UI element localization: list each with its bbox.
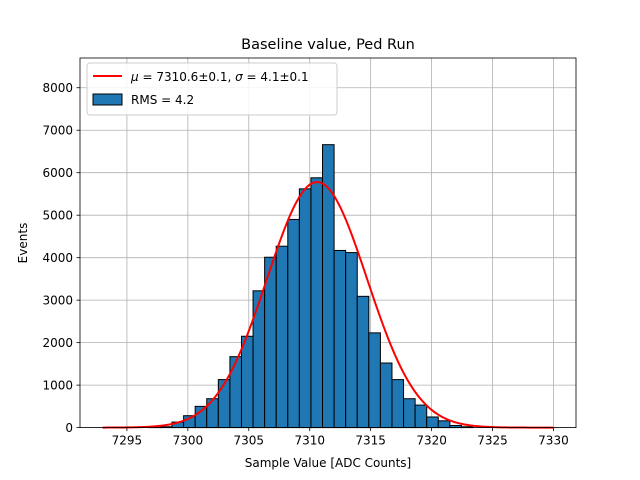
histogram-bars (148, 144, 474, 429)
histogram-bar (298, 188, 312, 429)
y-axis-label: Events (16, 223, 30, 264)
y-tick-label: 0 (65, 421, 73, 435)
histogram-bar (368, 332, 381, 429)
x-axis-label: Sample Value [ADC Counts] (245, 456, 411, 470)
chart-title: Baseline value, Ped Run (241, 37, 415, 53)
x-tick-label: 7300 (173, 434, 204, 448)
gaussian-fit-curve (102, 181, 554, 429)
x-axis-ticks: 7295 7300 7305 7310 7315 7320 7325 7330 (112, 427, 569, 448)
histogram-bar (414, 404, 428, 429)
histogram-bar (356, 295, 370, 429)
histogram-bar (403, 398, 416, 429)
histogram-bar (287, 218, 300, 429)
histogram-bar (437, 420, 451, 429)
x-tick-label: 7330 (538, 434, 569, 448)
histogram-bar (345, 252, 358, 429)
legend-mu-value: = 7310.6±0.1, (139, 70, 235, 84)
legend-box (86, 62, 338, 116)
x-tick-label: 7320 (416, 434, 447, 448)
histogram-bar (229, 356, 242, 429)
histogram-bar (379, 362, 393, 429)
histogram-bar (426, 416, 439, 429)
y-tick-label: 8000 (42, 81, 73, 95)
legend-sigma-symbol: σ (235, 70, 243, 84)
y-tick-label: 2000 (42, 336, 73, 350)
histogram-bar (310, 177, 324, 429)
legend-histogram-label: RMS = 4.2 (131, 93, 194, 107)
legend-mu-symbol: μ (130, 70, 139, 84)
histogram-bar (252, 290, 266, 429)
x-tick-label: 7325 (477, 434, 508, 448)
x-tick-label: 7295 (112, 434, 143, 448)
histogram-bar (217, 379, 231, 429)
y-tick-label: 1000 (42, 378, 73, 392)
y-tick-label: 5000 (42, 208, 73, 222)
histogram-bar (240, 335, 254, 429)
histogram-bar (275, 245, 289, 429)
legend-fit-label: μ = 7310.6±0.1, σ = 4.1±0.1 (130, 70, 309, 84)
x-tick-label: 7310 (294, 434, 325, 448)
legend: μ = 7310.6±0.1, σ = 4.1±0.1 RMS = 4.2 (86, 62, 338, 116)
y-tick-label: 3000 (42, 293, 73, 307)
y-tick-label: 7000 (42, 124, 73, 138)
x-tick-label: 7305 (234, 434, 265, 448)
legend-sigma-value: = 4.1±0.1 (243, 70, 309, 84)
x-tick-label: 7315 (355, 434, 386, 448)
legend-histogram-swatch (92, 93, 123, 106)
y-tick-label: 4000 (42, 251, 73, 265)
histogram-bar (391, 379, 405, 429)
histogram-bar (333, 249, 347, 429)
y-axis-ticks: 0 1000 2000 3000 4000 5000 6000 7000 8000 (42, 81, 80, 435)
y-tick-label: 6000 (42, 166, 73, 180)
plot-frame (79, 57, 577, 429)
histogram-bar (194, 405, 208, 429)
